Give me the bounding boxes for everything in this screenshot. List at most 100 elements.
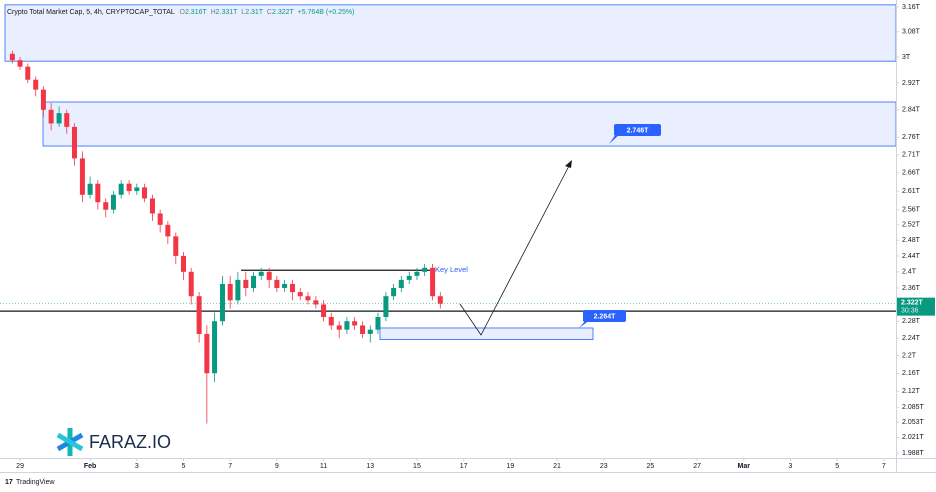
countdown: 30:36 (901, 307, 919, 314)
candle-body (25, 66, 31, 80)
candle-body (165, 224, 171, 237)
candle-body (360, 325, 366, 334)
zone (379, 327, 594, 340)
x-tick-label: 15 (413, 463, 421, 470)
ohlc-key: L (241, 9, 245, 16)
candle-body (422, 267, 428, 272)
candle-body (204, 333, 210, 374)
footer-text: TradingView (16, 479, 55, 486)
y-tick-label: 3.08T (902, 29, 921, 36)
y-tick-label: 2.4T (902, 269, 917, 276)
candle-body (142, 187, 148, 199)
y-tick-label: 2.24T (902, 335, 921, 342)
candle-body (134, 187, 140, 192)
key-level-text: Key Level (435, 265, 468, 274)
x-tick-label: 19 (506, 463, 514, 470)
candle-body (173, 236, 179, 256)
candle-body (313, 300, 319, 305)
candle-body (110, 194, 116, 210)
candle-body (188, 271, 194, 297)
x-tick-label: 13 (366, 463, 374, 470)
plot-area: Key Level (0, 4, 897, 424)
logo-icon (56, 428, 84, 456)
legend-header: Crypto Total Market Cap, 5, 4h, CRYPTOCA… (7, 9, 354, 16)
ohlc-value: 2.316T (185, 9, 208, 16)
arrow-head (565, 160, 572, 168)
ohlc-value: 2.31T (245, 9, 264, 16)
y-tick-label: 2.2T (902, 352, 917, 359)
label-box (583, 310, 626, 322)
x-tick-label: 3 (789, 463, 793, 470)
x-tick-label: 29 (16, 463, 24, 470)
candle-body (103, 202, 109, 210)
y-tick-label: 2.36T (902, 285, 921, 292)
y-tick-label: 1.988T (902, 450, 925, 457)
y-tick-label: 2.84T (902, 107, 921, 114)
x-tick-label: 7 (882, 463, 886, 470)
y-tick-label: 2.28T (902, 318, 921, 325)
label-pointer (609, 134, 620, 144)
watermark-logo: FARAZ.IO (56, 428, 171, 456)
y-tick-label: 2.52T (902, 222, 921, 229)
y-tick-label: 2.44T (902, 253, 921, 260)
candle-body (118, 183, 124, 195)
candle-body (321, 304, 327, 317)
watermark-text: FARAZ.IO (89, 432, 171, 452)
candle-body (219, 283, 225, 322)
x-tick-label: 21 (553, 463, 561, 470)
ohlc-key: O (180, 9, 186, 16)
ohlc-value: 2.331T (216, 9, 239, 16)
label-text: 2.746T (627, 127, 650, 134)
change: +5.764B (+0.25%) (298, 9, 355, 16)
candle-body (266, 271, 272, 280)
y-tick-label: 2.16T (902, 370, 921, 377)
label-text: 2.264T (594, 313, 617, 320)
candle-body (157, 213, 163, 225)
y-tick-label: 2.61T (902, 188, 921, 195)
candle-body (297, 292, 303, 297)
candle-body (180, 255, 186, 272)
target-label: 2.746T (609, 124, 661, 144)
y-tick-label: 3T (902, 54, 911, 61)
candle-body (437, 296, 443, 304)
candle-body (33, 79, 39, 90)
y-tick-label: 2.76T (902, 134, 921, 141)
candle-body (56, 113, 62, 124)
x-tick-label: 3 (135, 463, 139, 470)
ohlc-value: 2.322T (272, 9, 295, 16)
candle-body (149, 198, 155, 214)
candle-body (398, 279, 404, 289)
x-tick-label: 5 (835, 463, 839, 470)
candle-body (64, 113, 70, 127)
candle-body (196, 296, 202, 334)
y-tick-label: 2.48T (902, 237, 921, 244)
candle-body (414, 271, 420, 276)
candle-body (328, 316, 334, 326)
symbol-title: Crypto Total Market Cap, 5, 4h, CRYPTOCA… (7, 9, 175, 16)
candle-body (251, 275, 257, 289)
x-tick-label: 25 (647, 463, 655, 470)
candle-body (383, 296, 389, 317)
candle-body (352, 321, 358, 326)
footer: 17 TradingView (5, 479, 55, 486)
candle-body (40, 89, 46, 110)
candle-body (212, 321, 218, 374)
target-label: 2.264T (579, 310, 626, 328)
x-tick-label: 9 (275, 463, 279, 470)
y-tick-label: 2.085T (902, 404, 925, 411)
candle-body (17, 60, 23, 67)
x-tick-label: 17 (460, 463, 468, 470)
candle-body (235, 279, 241, 301)
y-tick-label: 2.56T (902, 207, 921, 214)
candle-body (126, 183, 132, 192)
candle-body (243, 279, 249, 289)
candle-body (71, 126, 77, 159)
candle-body (406, 275, 412, 280)
y-tick-label: 2.12T (902, 388, 921, 395)
candle-body (344, 321, 350, 330)
y-tick-label: 2.053T (902, 419, 925, 426)
footer-logo: 17 (5, 479, 13, 486)
candle-body (430, 267, 436, 297)
candle-body (274, 279, 280, 289)
